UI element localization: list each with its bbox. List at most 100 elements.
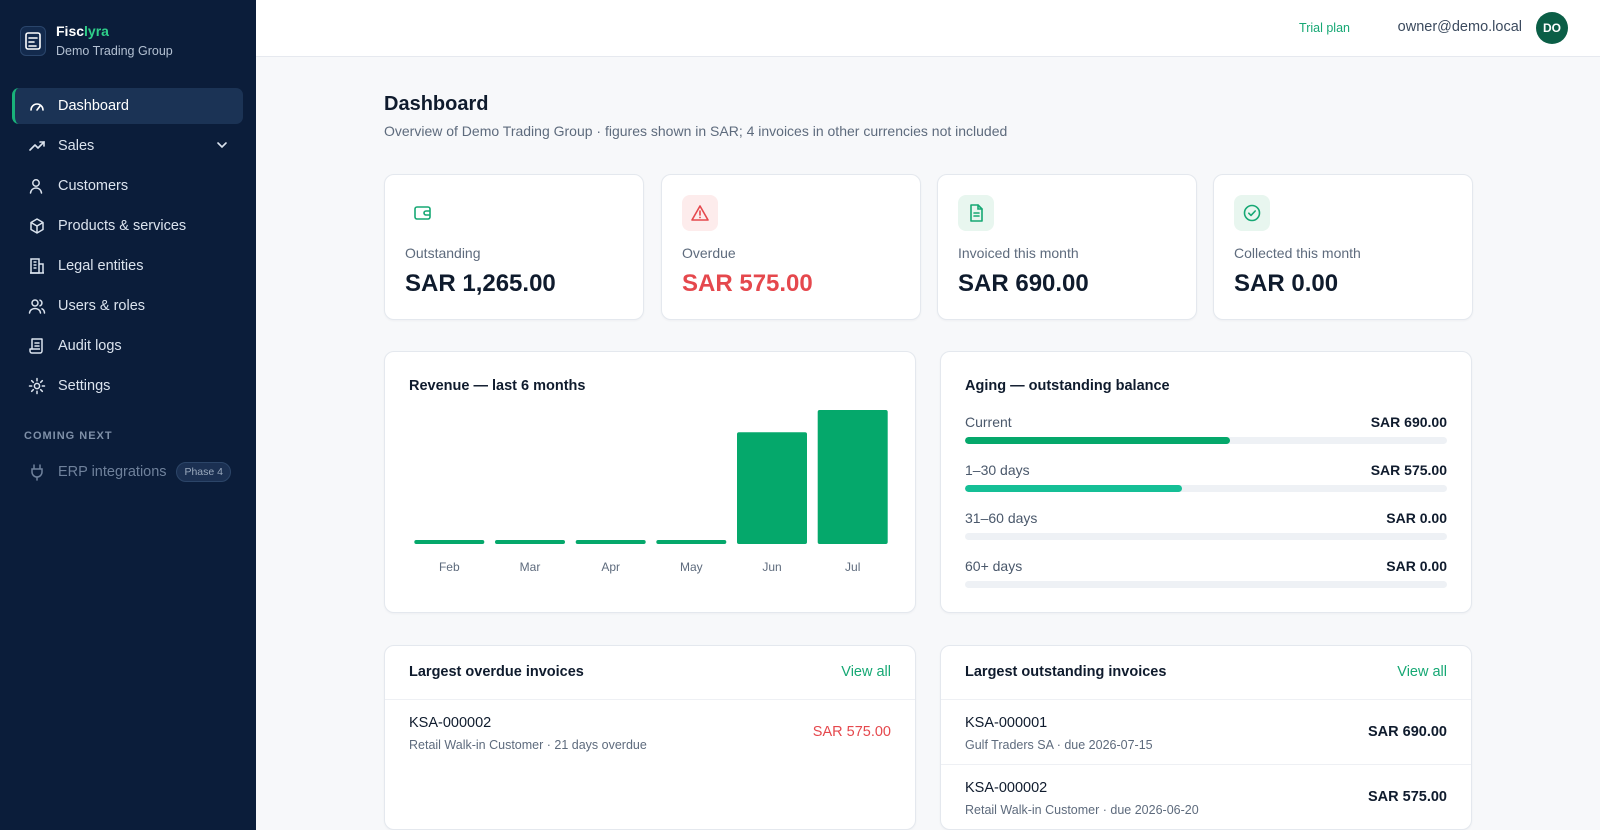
- overdue-view-all-link[interactable]: View all: [841, 664, 891, 680]
- kpi-card-collected: Collected this month SAR 0.00: [1213, 174, 1473, 320]
- revenue-bar-apr: [575, 540, 646, 544]
- aging-track: [965, 581, 1447, 588]
- aging-value: SAR 0.00: [1386, 510, 1447, 526]
- revenue-bar-jul: [817, 410, 888, 544]
- sidebar-item-settings[interactable]: Settings: [12, 368, 243, 404]
- scroll-icon: [28, 337, 46, 355]
- sidebar-item-erp-integrations: ERP integrations Phase 4: [12, 454, 243, 490]
- overdue-invoices-title: Largest overdue invoices: [409, 664, 584, 680]
- plug-icon: [28, 463, 46, 481]
- sidebar-item-users-roles[interactable]: Users & roles: [12, 288, 243, 324]
- building-icon: [28, 257, 46, 275]
- sidebar-item-label: Products & services: [58, 218, 187, 234]
- document-icon: [958, 195, 994, 231]
- sidebar-item-sales[interactable]: Sales: [12, 128, 243, 164]
- sidebar-item-label: ERP integrations: [58, 464, 167, 480]
- revenue-bar-feb: [414, 540, 485, 544]
- revenue-chart-card: Revenue — last 6 months Feb Mar Apr May Jun J…: [384, 351, 916, 613]
- aging-value: SAR 575.00: [1370, 462, 1447, 478]
- aging-label: Current: [965, 414, 1012, 430]
- aging-label: 31–60 days: [965, 510, 1038, 526]
- sidebar-item-label: Settings: [58, 378, 111, 394]
- sidebar-item-label: Legal entities: [58, 258, 144, 274]
- invoice-amount: SAR 690.00: [1368, 724, 1447, 740]
- sidebar-item-legal-entities[interactable]: Legal entities: [12, 248, 243, 284]
- aging-label: 60+ days: [965, 558, 1023, 574]
- aging-value: SAR 690.00: [1370, 414, 1447, 430]
- kpi-card-invoiced: Invoiced this month SAR 690.00: [937, 174, 1197, 320]
- kpi-label: Overdue: [682, 245, 736, 261]
- fisclyra-logo-icon: [20, 26, 46, 56]
- phase-badge: Phase 4: [176, 462, 231, 482]
- gauge-icon: [28, 97, 46, 115]
- outstanding-invoices-header: Largest outstanding invoices View all: [941, 646, 1471, 700]
- kpi-value: SAR 1,265.00: [405, 270, 556, 297]
- kpi-label: Outstanding: [405, 245, 481, 261]
- x-tick-label: Apr: [601, 560, 620, 574]
- organization-name: Demo Trading Group: [56, 44, 173, 58]
- kpi-value: SAR 575.00: [682, 270, 813, 297]
- x-tick-label: Mar: [520, 560, 541, 574]
- check-circle-icon: [1234, 195, 1270, 231]
- trial-plan-link[interactable]: Trial plan: [1299, 21, 1350, 35]
- aging-track: [965, 533, 1447, 540]
- box-icon: [28, 217, 46, 235]
- wallet-icon: [405, 195, 441, 231]
- invoice-amount: SAR 575.00: [1368, 789, 1447, 805]
- outstanding-invoices-title: Largest outstanding invoices: [965, 664, 1167, 680]
- invoice-row[interactable]: KSA-000002 Retail Walk-in Customer · due…: [941, 765, 1471, 830]
- kpi-value: SAR 690.00: [958, 270, 1089, 297]
- invoice-meta: Retail Walk-in Customer · due 2026-06-20: [965, 803, 1199, 817]
- aging-track: [965, 485, 1447, 492]
- invoice-number: KSA-000002: [409, 715, 492, 731]
- users-icon: [28, 297, 46, 315]
- invoice-number: KSA-000001: [965, 715, 1048, 731]
- aging-title: Aging — outstanding balance: [965, 378, 1170, 394]
- brand-name: Fisclyra: [56, 23, 109, 39]
- aging-card: Aging — outstanding balance Current SAR …: [940, 351, 1472, 613]
- sidebar-item-label: Dashboard: [58, 98, 129, 114]
- avatar[interactable]: DO: [1536, 12, 1568, 44]
- aging-bar-fill: [965, 437, 1231, 444]
- x-tick-label: Feb: [439, 560, 460, 574]
- x-tick-label: Jul: [845, 560, 860, 574]
- page-title: Dashboard: [384, 93, 489, 115]
- warning-icon: [682, 195, 718, 231]
- kpi-card-outstanding: Outstanding SAR 1,265.00: [384, 174, 644, 320]
- overdue-invoices-header: Largest overdue invoices View all: [385, 646, 915, 700]
- sidebar-item-audit-logs[interactable]: Audit logs: [12, 328, 243, 364]
- aging-value: SAR 0.00: [1386, 558, 1447, 574]
- x-tick-label: Jun: [762, 560, 781, 574]
- revenue-chart-title: Revenue — last 6 months: [409, 378, 586, 394]
- sidebar-item-products[interactable]: Products & services: [12, 208, 243, 244]
- user-icon: [28, 177, 46, 195]
- sidebar-item-customers[interactable]: Customers: [12, 168, 243, 204]
- kpi-value: SAR 0.00: [1234, 270, 1339, 297]
- revenue-bar-jun: [737, 432, 807, 544]
- outstanding-view-all-link[interactable]: View all: [1397, 664, 1447, 680]
- trending-up-icon: [28, 137, 46, 155]
- invoice-row[interactable]: KSA-000001 Gulf Traders SA · due 2026-07…: [941, 700, 1471, 765]
- sidebar-item-dashboard[interactable]: Dashboard: [12, 88, 243, 124]
- aging-track: [965, 437, 1447, 444]
- revenue-bar-may: [656, 540, 727, 544]
- brand[interactable]: Fisclyra Demo Trading Group: [20, 22, 173, 60]
- kpi-label: Collected this month: [1234, 245, 1361, 261]
- user-email[interactable]: owner@demo.local: [1397, 19, 1522, 35]
- aging-bar-fill: [965, 485, 1182, 492]
- invoice-row[interactable]: KSA-000002 Retail Walk-in Customer · 21 …: [385, 700, 915, 765]
- sidebar-section-label: COMING NEXT: [24, 430, 113, 442]
- outstanding-invoices-card: Largest outstanding invoices View all KS…: [940, 645, 1472, 830]
- chevron-down-icon[interactable]: [215, 138, 229, 156]
- sidebar-item-label: Customers: [58, 178, 129, 194]
- invoice-amount: SAR 575.00: [812, 724, 891, 740]
- kpi-label: Invoiced this month: [958, 245, 1079, 261]
- revenue-chart: Feb Mar Apr May Jun Jul: [414, 410, 888, 574]
- overdue-invoices-card: Largest overdue invoices View all KSA-00…: [384, 645, 916, 830]
- sidebar-item-label: Users & roles: [58, 298, 146, 314]
- topbar: Trial plan owner@demo.local DO: [256, 0, 1600, 57]
- gear-icon: [28, 377, 46, 395]
- sidebar: Fisclyra Demo Trading Group Dashboard Sa…: [0, 0, 256, 830]
- x-tick-label: May: [680, 560, 703, 574]
- page-subtitle: Overview of Demo Trading Group · figures…: [384, 123, 1008, 139]
